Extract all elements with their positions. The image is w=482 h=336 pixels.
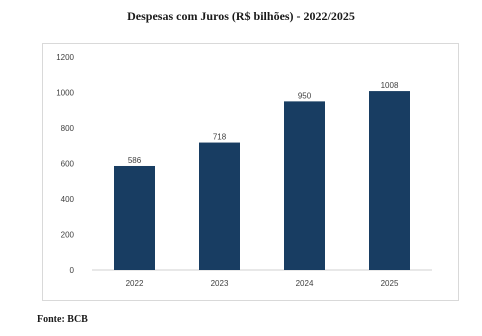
- bar-value-label: 718: [213, 133, 227, 142]
- x-category-label: 2022: [126, 279, 144, 288]
- bar-value-label: 950: [298, 91, 312, 100]
- y-tick-label: 200: [61, 231, 75, 240]
- chart-title: Despesas com Juros (R$ bilhões) - 2022/2…: [127, 9, 355, 23]
- bar: [284, 101, 325, 270]
- y-tick-label: 400: [61, 195, 75, 204]
- bar: [114, 165, 155, 270]
- y-tick-label: 0: [70, 266, 75, 275]
- y-tick-label: 800: [61, 124, 75, 133]
- x-category-label: 2024: [296, 279, 314, 288]
- bar-value-label: 1008: [381, 81, 399, 90]
- y-tick-label: 1200: [56, 53, 74, 62]
- x-category-label: 2025: [381, 279, 399, 288]
- bar: [199, 142, 240, 270]
- chart-frame: [42, 43, 459, 301]
- y-tick-label: 600: [61, 160, 75, 169]
- bar: [369, 91, 410, 270]
- source-note: Fonte: BCB: [37, 314, 88, 325]
- y-tick-label: 1000: [56, 89, 74, 98]
- bar-value-label: 586: [128, 156, 142, 165]
- x-category-label: 2023: [211, 279, 229, 288]
